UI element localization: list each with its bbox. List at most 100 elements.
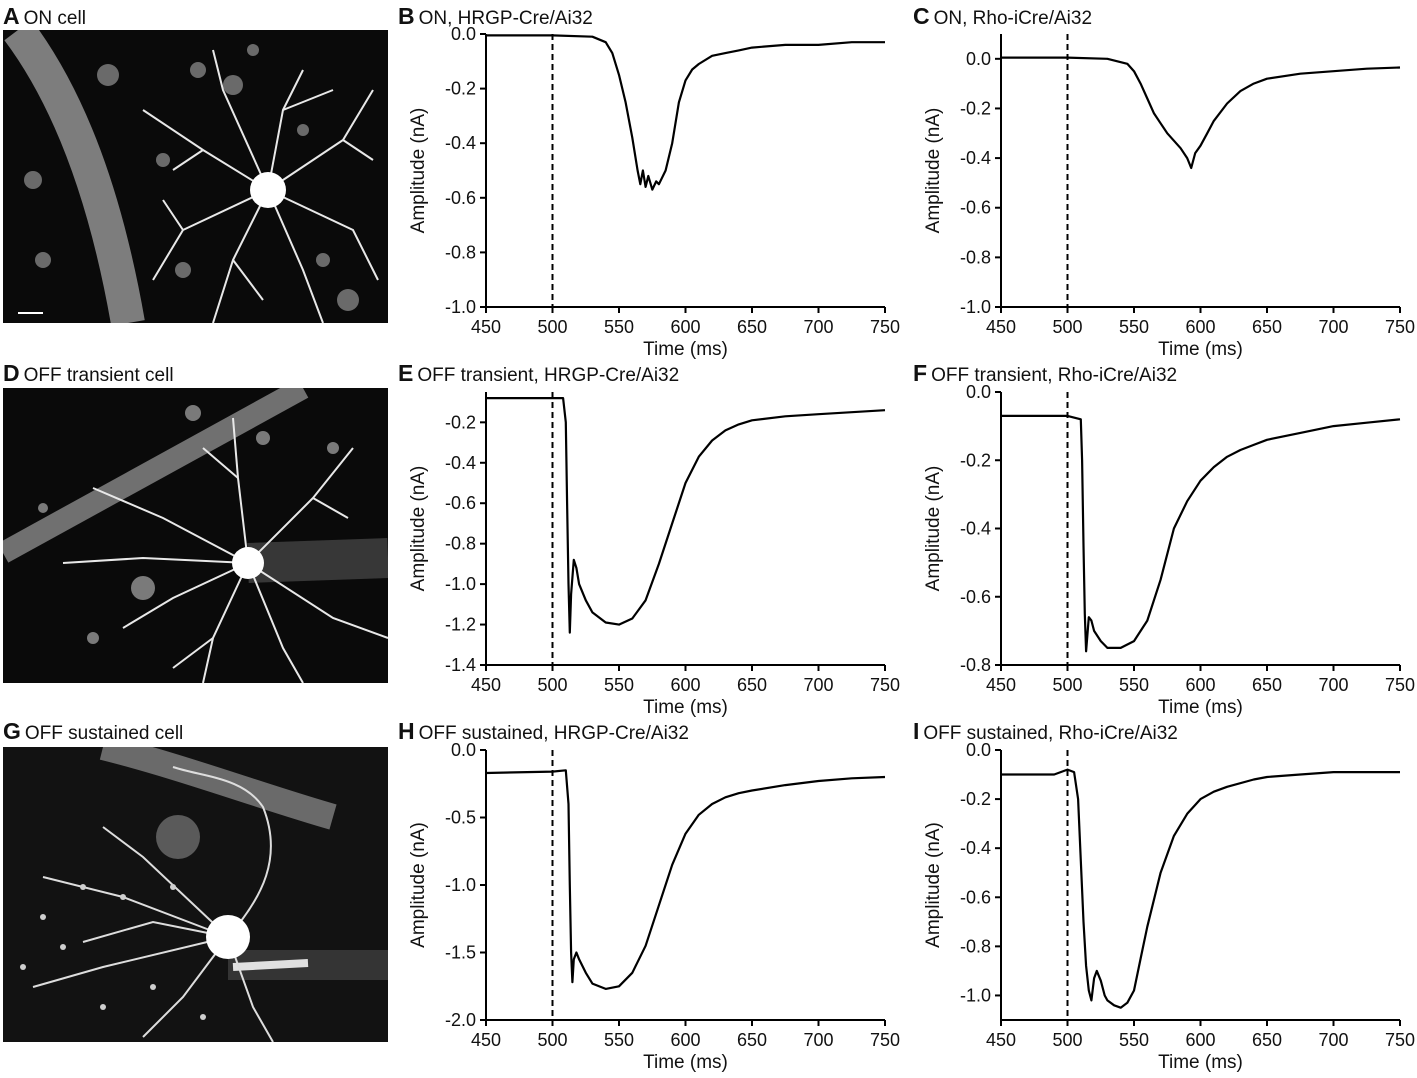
y-axis-label: Amplitude (nA): [923, 108, 944, 234]
panel-c-header: C ON, Rho-iCre/Ai32: [913, 3, 1092, 30]
x-tick-label: 500: [537, 1030, 567, 1050]
y-tick-label: -0.6: [445, 493, 476, 513]
x-tick-label: 650: [1252, 1030, 1282, 1050]
x-tick-label: 550: [1119, 317, 1149, 337]
x-tick-label: 500: [537, 675, 567, 695]
x-tick-label: 450: [471, 317, 501, 337]
y-axis-label: Amplitude (nA): [408, 822, 429, 948]
x-axis-label: Time (ms): [643, 1052, 728, 1073]
y-tick-label: -0.2: [960, 450, 991, 470]
chart-off-transient-rho: 450 500 550 600 650 700 750 0.0 -0.2 -0.4 -0.6 -0.8…: [923, 382, 1415, 718]
panel-d-header: D OFF transient cell: [3, 360, 174, 387]
panel-letter: H: [398, 718, 415, 744]
x-tick-label: 700: [803, 1030, 833, 1050]
x-axis-label: Time (ms): [1158, 339, 1243, 360]
y-tick-label: -1.0: [445, 297, 476, 317]
x-tick-label: 750: [870, 1030, 900, 1050]
y-tick-label: -0.4: [445, 453, 476, 473]
x-tick-label: 500: [537, 317, 567, 337]
chart-title: OFF transient, HRGP-Cre/Ai32: [417, 365, 680, 386]
current-trace: [1001, 768, 1400, 1009]
y-tick-label: -0.4: [960, 519, 991, 539]
y-tick-label: -1.5: [445, 943, 476, 963]
x-tick-label: 700: [803, 675, 833, 695]
y-tick-label: -1.2: [445, 615, 476, 635]
y-axis-label: Amplitude (nA): [923, 822, 944, 948]
y-tick-label: -0.8: [960, 936, 991, 956]
y-tick-label: -0.6: [960, 887, 991, 907]
chart-title: OFF sustained, Rho-iCre/Ai32: [923, 723, 1178, 744]
x-axis-label: Time (ms): [643, 697, 728, 718]
off-transient-cell-micrograph: [3, 388, 388, 683]
x-tick-label: 700: [1318, 1030, 1348, 1050]
x-tick-label: 450: [471, 675, 501, 695]
panel-letter: A: [3, 3, 20, 29]
x-tick-label: 750: [1385, 675, 1415, 695]
panel-e-header: E OFF transient, HRGP-Cre/Ai32: [398, 360, 679, 387]
panel-a-header: A ON cell: [3, 3, 86, 30]
x-tick-label: 600: [1185, 675, 1215, 695]
y-tick-label: -0.5: [445, 808, 476, 828]
y-tick-label: -0.2: [960, 98, 991, 118]
panel-letter: D: [3, 360, 20, 386]
x-tick-label: 650: [737, 675, 767, 695]
panel-letter: E: [398, 360, 414, 386]
x-tick-label: 750: [1385, 317, 1415, 337]
x-axis-label: Time (ms): [643, 339, 728, 360]
y-tick-label: -0.2: [445, 79, 476, 99]
chart-title: OFF transient, Rho-iCre/Ai32: [931, 365, 1178, 386]
x-tick-label: 650: [1252, 675, 1282, 695]
chart-on-rho: 450 500 550 600 650 700 750 0.0 -0.2 -0.4 -0.6 -0.8…: [923, 34, 1415, 360]
y-tick-label: 0.0: [966, 740, 991, 760]
panel-h-header: H OFF sustained, HRGP-Cre/Ai32: [398, 718, 689, 745]
panel-f-header: F OFF transient, Rho-iCre/Ai32: [913, 360, 1177, 387]
chart-on-hrgp: 450 500 550 600 650 700 750 0.0 -0.2 -0.4 -0.6 -0.8…: [408, 24, 900, 360]
y-tick-label: -0.6: [445, 188, 476, 208]
y-tick-label: 0.0: [966, 382, 991, 402]
x-tick-label: 500: [1052, 675, 1082, 695]
panel-letter: F: [913, 360, 928, 386]
x-tick-label: 650: [1252, 317, 1282, 337]
panel-letter: G: [3, 718, 21, 744]
x-tick-label: 450: [986, 675, 1016, 695]
x-tick-label: 600: [1185, 1030, 1215, 1050]
y-tick-label: -1.0: [445, 875, 476, 895]
panel-title: OFF sustained cell: [24, 723, 184, 744]
y-axis-label: Amplitude (nA): [408, 466, 429, 592]
y-tick-label: -2.0: [445, 1010, 476, 1030]
on-cell-image: [3, 30, 388, 323]
chart-title: ON, Rho-iCre/Ai32: [933, 8, 1093, 29]
chart-off-sustained-hrgp: 450 500 550 600 650 700 750 0.0 -0.5 -1.0 -1.5 -2.0…: [408, 740, 900, 1073]
y-tick-label: -1.0: [445, 574, 476, 594]
x-tick-label: 650: [737, 317, 767, 337]
x-tick-label: 700: [803, 317, 833, 337]
chart-title: OFF sustained, HRGP-Cre/Ai32: [418, 723, 689, 744]
x-tick-label: 500: [1052, 1030, 1082, 1050]
y-tick-label: 0.0: [451, 24, 476, 44]
x-tick-label: 600: [670, 675, 700, 695]
panel-i-header: I OFF sustained, Rho-iCre/Ai32: [913, 718, 1178, 745]
y-tick-label: -0.6: [960, 587, 991, 607]
x-tick-label: 450: [986, 1030, 1016, 1050]
y-tick-label: -1.0: [960, 297, 991, 317]
y-tick-label: 0.0: [966, 49, 991, 69]
y-tick-label: -0.8: [445, 534, 476, 554]
panel-g-header: G OFF sustained cell: [3, 718, 183, 745]
y-axis-label: Amplitude (nA): [408, 108, 429, 234]
y-tick-label: -0.4: [960, 148, 991, 168]
y-tick-label: -0.4: [445, 133, 476, 153]
panel-title: OFF transient cell: [23, 365, 174, 386]
panel-b-header: B ON, HRGP-Cre/Ai32: [398, 3, 593, 30]
chart-off-sustained-rho: 450 500 550 600 650 700 750 0.0 -0.2 -0.4 -0.6 -0.8…: [923, 740, 1415, 1073]
current-trace: [486, 34, 885, 191]
current-trace: [1001, 414, 1401, 653]
x-tick-label: 450: [986, 317, 1016, 337]
panel-letter: C: [913, 3, 930, 29]
x-tick-label: 550: [604, 675, 634, 695]
x-tick-label: 600: [670, 317, 700, 337]
x-tick-label: 550: [1119, 675, 1149, 695]
x-tick-label: 700: [1318, 317, 1348, 337]
x-tick-label: 600: [1185, 317, 1215, 337]
y-tick-label: -0.8: [960, 247, 991, 267]
y-tick-label: 0.0: [451, 740, 476, 760]
